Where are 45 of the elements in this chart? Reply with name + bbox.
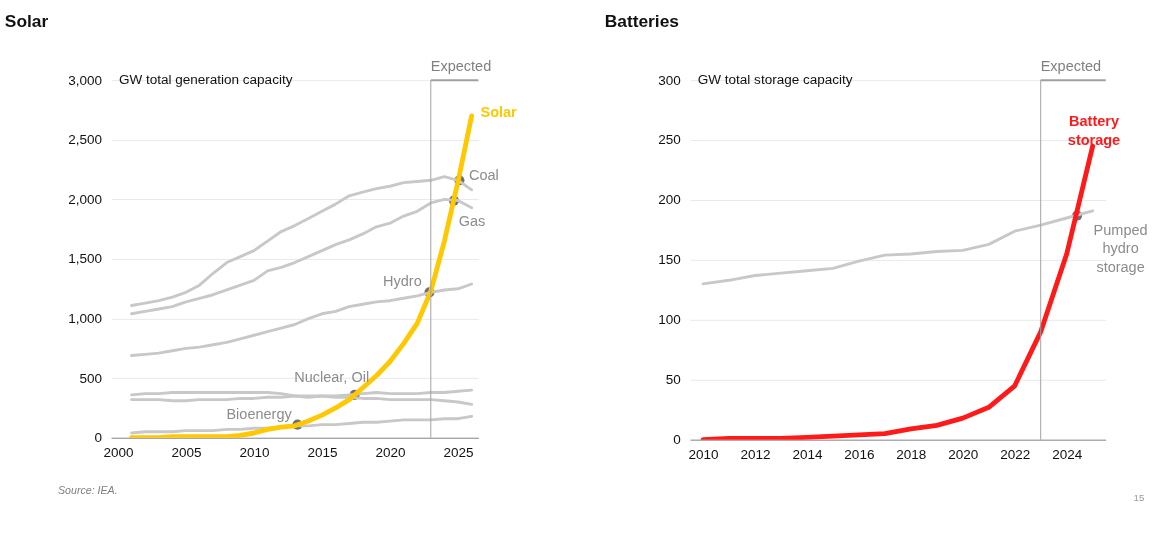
y-tick-label: 0 xyxy=(673,432,681,448)
ref-line-label: Expected xyxy=(430,58,492,75)
y-tick-label: 250 xyxy=(658,132,681,148)
chart-title: Batteries xyxy=(604,11,680,32)
x-tick-label: 2014 xyxy=(792,446,823,462)
x-tick-label: 2012 xyxy=(740,446,771,462)
y-tick-label: 1,500 xyxy=(68,251,102,267)
ref-line-label: Expected xyxy=(1040,58,1102,75)
y-tick-label: 200 xyxy=(658,192,681,208)
y-tick-label: 150 xyxy=(658,252,681,268)
x-tick-label: 2024 xyxy=(1052,446,1083,462)
x-tick-label: 2020 xyxy=(375,444,406,460)
line-series xyxy=(701,209,1095,286)
annotation: Gas xyxy=(458,212,486,229)
x-tick-label: 2020 xyxy=(948,446,979,462)
x-tick-label: 2005 xyxy=(171,444,202,460)
x-tick-label: 2025 xyxy=(443,444,474,460)
x-tick-label: 2015 xyxy=(307,444,338,460)
y-tick-label: 50 xyxy=(665,372,681,388)
y-tick-label: 300 xyxy=(658,72,681,88)
y-axis-title: GW total generation capacity xyxy=(118,72,293,88)
annotation: Nuclear, Oil xyxy=(294,369,370,386)
x-tick-label: 2016 xyxy=(844,446,875,462)
y-tick-label: 500 xyxy=(79,370,102,386)
annotation: Hydro xyxy=(383,272,422,289)
series-label: Solar xyxy=(480,103,518,120)
y-tick-label: 3,000 xyxy=(68,72,102,88)
x-tick-label: 2018 xyxy=(896,446,927,462)
y-tick-label: 0 xyxy=(94,430,102,446)
annotation: Pumped hydro storage xyxy=(1093,221,1148,275)
y-tick-label: 1,000 xyxy=(68,310,102,326)
series-label: Battery storage xyxy=(1067,112,1121,149)
annotation: Bioenergy xyxy=(226,405,293,422)
y-tick-label: 2,500 xyxy=(68,132,102,148)
y-tick-label: 2,000 xyxy=(68,191,102,207)
y-axis-title: GW total storage capacity xyxy=(697,72,853,88)
source-note: Source: IEA. xyxy=(57,483,118,496)
chart-title: Solar xyxy=(4,11,49,32)
x-tick-label: 2010 xyxy=(239,444,270,460)
text: 15 xyxy=(1133,491,1145,503)
x-tick-label: 2022 xyxy=(1000,446,1031,462)
x-tick-label: 2010 xyxy=(688,446,719,462)
y-tick-label: 100 xyxy=(658,312,681,328)
x-tick-label: 2000 xyxy=(103,444,134,460)
annotation: Coal xyxy=(469,167,499,184)
